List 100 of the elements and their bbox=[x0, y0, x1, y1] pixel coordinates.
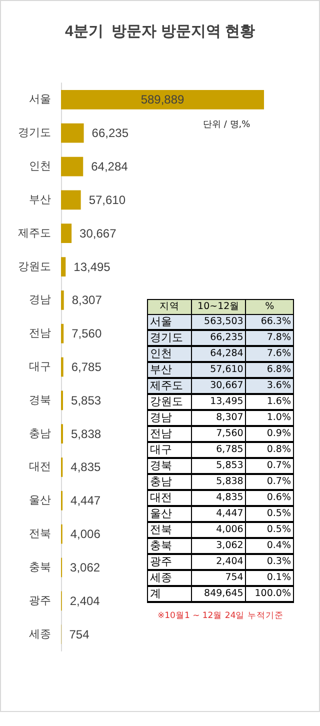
data-label: 3.6% bbox=[246, 378, 294, 394]
data-label: 30,667 bbox=[80, 226, 117, 240]
data-label: 8,307 bbox=[191, 410, 246, 426]
category-label: 전남 bbox=[148, 426, 192, 442]
bar bbox=[61, 257, 66, 276]
y-tick-label: 울산 bbox=[29, 494, 51, 507]
data-label: 563,503 bbox=[191, 314, 246, 330]
category-label: 제주도 bbox=[148, 378, 192, 394]
data-label: 2,404 bbox=[191, 554, 246, 570]
data-label: 0.4% bbox=[246, 538, 294, 554]
y-tick-label: 충북 bbox=[29, 561, 51, 574]
y-tick-label: 제주도 bbox=[18, 227, 51, 240]
bar bbox=[61, 324, 64, 344]
data-label: 4,006 bbox=[70, 527, 101, 542]
data-label: 1.6% bbox=[246, 394, 294, 410]
data-label: 6,785 bbox=[191, 442, 246, 458]
data-label: 64,284 bbox=[91, 160, 128, 174]
category-label: 경남 bbox=[148, 410, 192, 426]
data-label: 66,235 bbox=[191, 330, 246, 346]
y-tick-label: 인천 bbox=[29, 160, 51, 173]
data-label: 0.6% bbox=[246, 490, 294, 506]
data-label: 5,853 bbox=[191, 458, 246, 474]
annotation: 단위 / 명,% bbox=[203, 119, 250, 131]
y-tick-label: 전남 bbox=[29, 328, 51, 340]
data-label: 4,835 bbox=[70, 460, 102, 474]
bar bbox=[61, 290, 64, 310]
y-tick-label: 대구 bbox=[29, 361, 51, 373]
annotation: ※10월1 ~ 12월 24일 누적기준 bbox=[156, 610, 284, 622]
data-label: 3,062 bbox=[191, 538, 246, 554]
y-tick-label: 대전 bbox=[29, 461, 51, 474]
text: 지역 bbox=[148, 300, 192, 314]
data-label: 0.3% bbox=[246, 554, 294, 570]
data-label: 30,667 bbox=[191, 378, 246, 394]
y-tick-label: 충남 bbox=[29, 428, 51, 440]
data-label: 7.8% bbox=[246, 330, 294, 346]
data-label: 849,645 bbox=[191, 586, 246, 602]
category-label: 충북 bbox=[148, 538, 192, 554]
data-label: 4,447 bbox=[191, 506, 246, 522]
bar bbox=[61, 156, 84, 176]
data-label: 8,307 bbox=[72, 293, 102, 308]
data-label: 64,284 bbox=[191, 346, 246, 362]
category-label: 대전 bbox=[148, 490, 192, 506]
category-label: 세종 bbox=[148, 570, 192, 586]
y-tick-label: 경기도 bbox=[18, 127, 51, 140]
bar bbox=[61, 224, 72, 244]
category-label: 부산 bbox=[148, 362, 192, 378]
y-tick-label: 경북 bbox=[29, 394, 51, 406]
series-label: 10~12월 bbox=[191, 300, 246, 314]
y-tick-label: 세종 bbox=[29, 628, 51, 640]
bar bbox=[61, 190, 81, 210]
category-label: 전북 bbox=[148, 522, 192, 538]
category-label: 경북 bbox=[148, 458, 192, 474]
data-label: 0.8% bbox=[246, 442, 294, 458]
data-label: 66.3% bbox=[246, 314, 294, 330]
data-label: 13,495 bbox=[191, 394, 246, 410]
data-label: 754 bbox=[191, 570, 246, 586]
data-label: 1.0% bbox=[246, 410, 294, 426]
data-label: 66,235 bbox=[92, 126, 129, 140]
data-label: 7,560 bbox=[191, 426, 246, 442]
data-label: 7.6% bbox=[246, 346, 294, 362]
y-tick-label: 서울 bbox=[29, 94, 51, 106]
data-label: 2,404 bbox=[70, 594, 100, 608]
data-label: 6,785 bbox=[71, 360, 102, 374]
category-label: 충남 bbox=[148, 474, 192, 490]
y-tick-label: 강원도 bbox=[18, 260, 51, 273]
series-label: % bbox=[246, 300, 294, 314]
data-label: 0.5% bbox=[246, 522, 294, 538]
data-label: 6.8% bbox=[246, 362, 294, 378]
data-label: 589,889 bbox=[140, 92, 185, 107]
data-label: 13,495 bbox=[74, 260, 111, 274]
y-tick-label: 전북 bbox=[29, 528, 51, 540]
y-tick-label: 경남 bbox=[29, 294, 51, 306]
data-label: 0.5% bbox=[246, 506, 294, 522]
category-label: 계 bbox=[148, 586, 192, 602]
data-label: 0.1% bbox=[246, 570, 294, 586]
data-label: 4,447 bbox=[70, 494, 101, 508]
category-label: 경기도 bbox=[148, 330, 192, 346]
category-label: 서울 bbox=[148, 314, 192, 330]
data-label: 0.9% bbox=[246, 426, 294, 442]
category-label: 대구 bbox=[148, 442, 192, 458]
data-label: 4,835 bbox=[191, 490, 246, 506]
data-label: 0.7% bbox=[246, 474, 294, 490]
category-label: 강원도 bbox=[148, 394, 192, 410]
data-label: 0.7% bbox=[246, 458, 294, 474]
data-label: 5,838 bbox=[191, 474, 246, 490]
data-label: 3,062 bbox=[70, 560, 100, 574]
data-label: 57,610 bbox=[191, 362, 246, 378]
bar bbox=[61, 90, 264, 110]
data-label: 7,560 bbox=[72, 326, 102, 341]
y-tick-label: 부산 bbox=[29, 194, 51, 206]
category-label: 광주 bbox=[148, 554, 192, 570]
bar bbox=[61, 123, 84, 143]
category-label: 울산 bbox=[148, 506, 192, 522]
data-label: 100.0% bbox=[246, 586, 294, 602]
data-label: 5,838 bbox=[71, 426, 102, 441]
data-label: 754 bbox=[69, 627, 90, 642]
y-tick-label: 광주 bbox=[29, 594, 51, 607]
data-label: 4,006 bbox=[191, 522, 246, 538]
data-label: 5,853 bbox=[71, 393, 102, 408]
category-label: 인천 bbox=[148, 346, 192, 362]
